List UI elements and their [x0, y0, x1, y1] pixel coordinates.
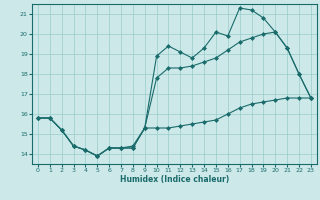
X-axis label: Humidex (Indice chaleur): Humidex (Indice chaleur): [120, 175, 229, 184]
